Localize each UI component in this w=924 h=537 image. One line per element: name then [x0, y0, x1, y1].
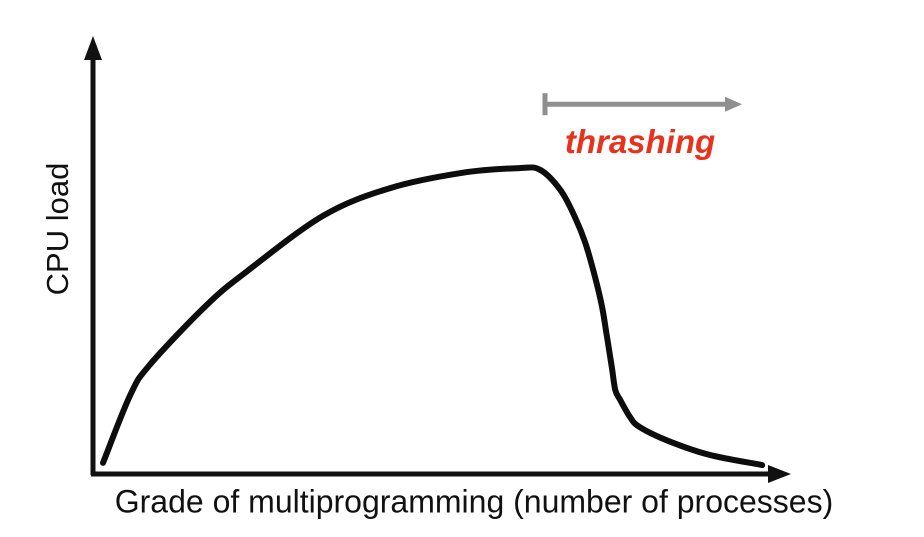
y-axis-arrowhead: [84, 36, 102, 60]
thrashing-arrowhead-icon: [724, 96, 742, 112]
thrashing-label: thrashing: [564, 123, 716, 160]
cpu-load-curve: [100, 164, 766, 469]
x-axis-arrowhead: [768, 465, 791, 483]
y-axis-label: CPU load: [40, 162, 75, 296]
x-axis-label: Grade of multiprogramming (number of pro…: [114, 483, 834, 520]
